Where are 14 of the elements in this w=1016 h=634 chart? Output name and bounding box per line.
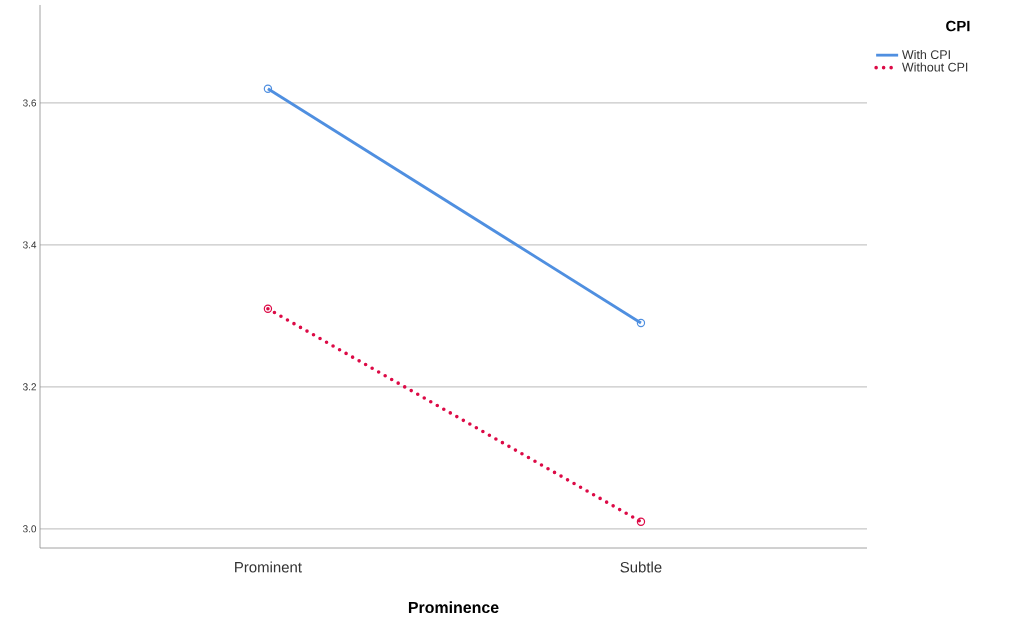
point [263,304,273,313]
x-tick-label: Subtle [620,561,662,573]
x-axis-title: Prominence [408,601,499,614]
legend-label: Without CPI [901,62,968,72]
legend-title: CPI [946,20,970,32]
x-tick-label: Prominent [235,561,302,573]
legend-label: With CPI [901,49,950,60]
y-tick-label: 3.2 [23,383,36,391]
point [636,318,646,328]
y-tick-label: 3.6 [23,99,37,107]
point [263,84,273,93]
y-tick-label: 3.0 [23,525,37,533]
y-tick-label: 3.4 [23,241,37,249]
point [636,517,646,526]
